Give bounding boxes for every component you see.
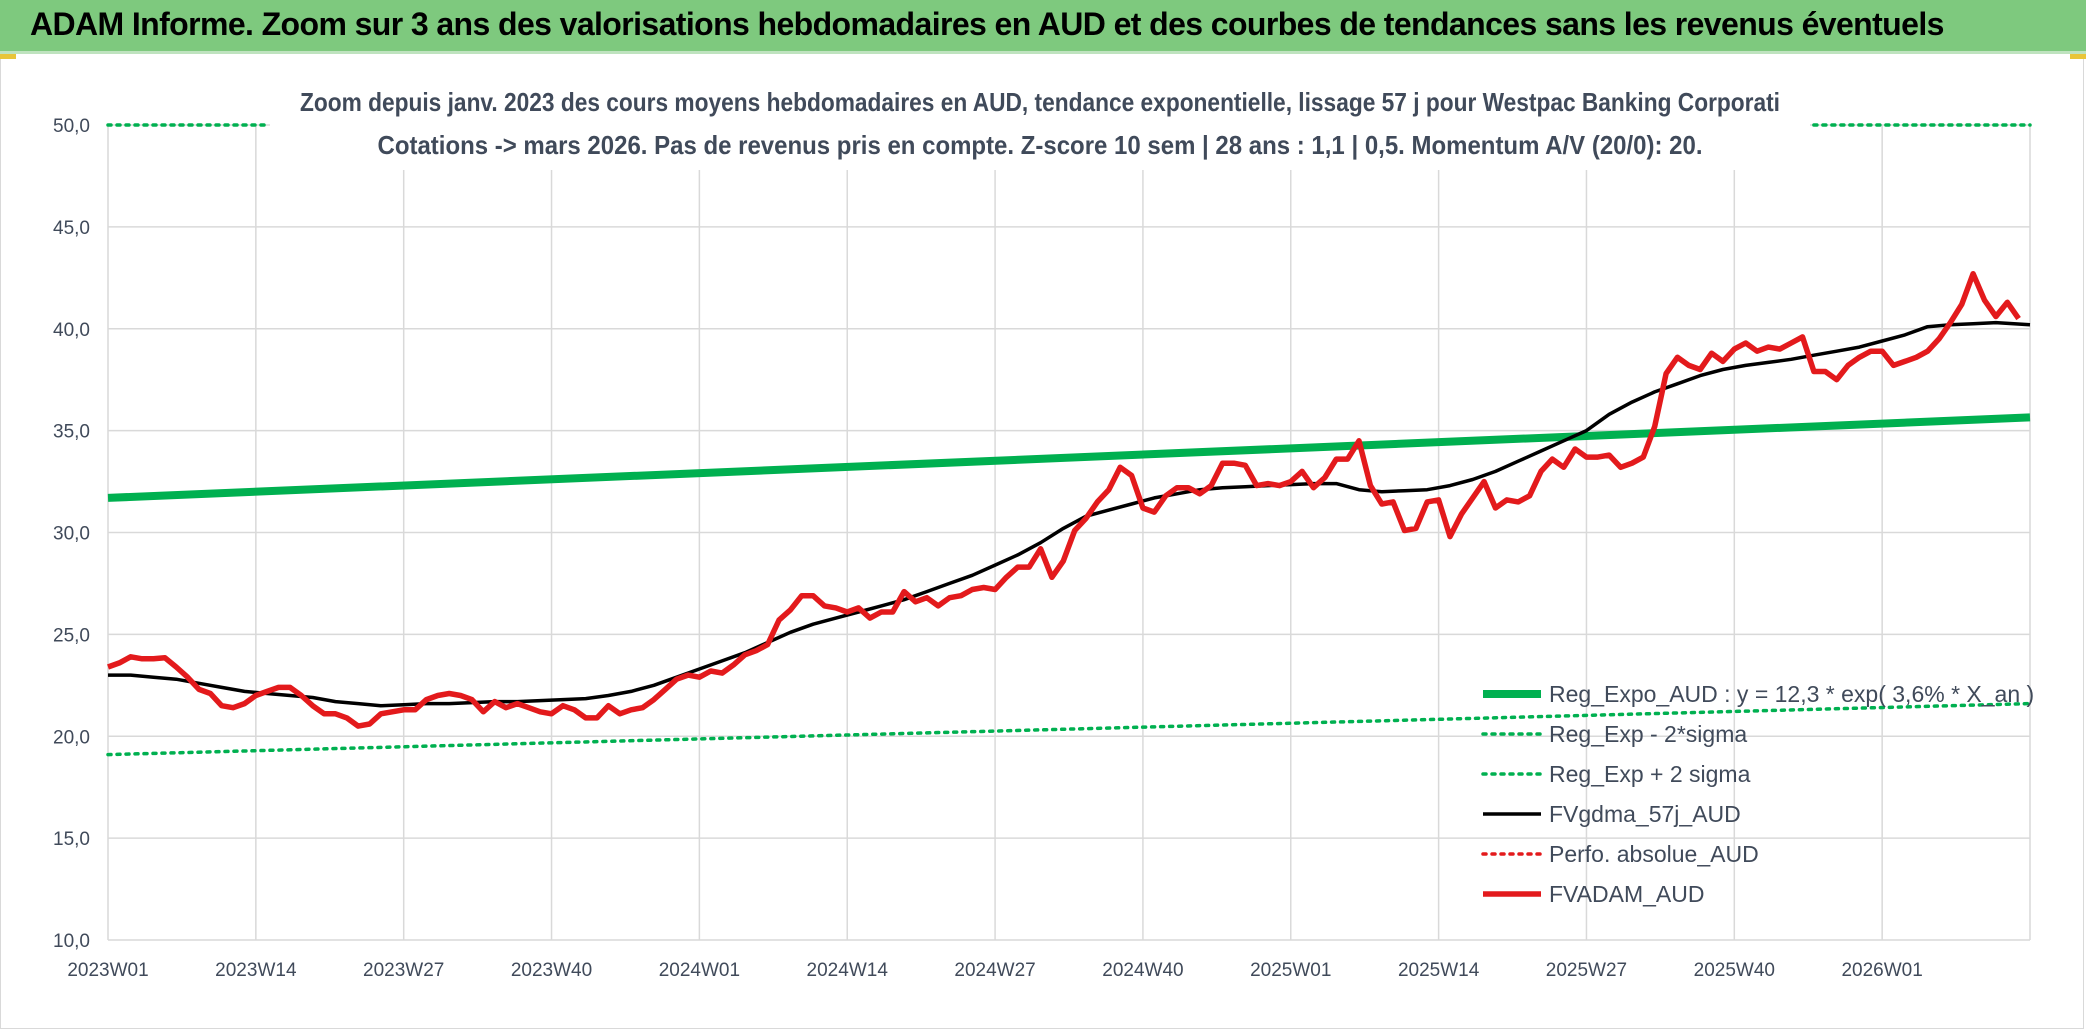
legend: Reg_Expo_AUD : y = 12,3 * exp( 3,6% * X_…	[1481, 681, 2034, 907]
legend-entry: Perfo. absolue_AUD	[1549, 841, 1759, 867]
y-tick-label: 30,0	[53, 524, 90, 545]
x-tick-label: 2023W01	[67, 960, 148, 981]
x-tick-label: 2024W14	[807, 960, 889, 981]
series-line	[108, 320, 2031, 708]
x-tick-label: 2026W01	[1841, 960, 1922, 981]
chart-frame	[0, 54, 2084, 1029]
y-tick-label: 50,0	[53, 116, 90, 137]
y-axis-ticks: 10,0 15,0 20,0 25,0 30,0 35,0 40,0 45,0 50,0	[53, 116, 90, 952]
legend-entry: Reg_Expo_AUD : y = 12,3 * exp( 3,6% * X_…	[1549, 681, 2034, 707]
y-tick-label: 20,0	[53, 727, 90, 748]
title-background	[270, 80, 1810, 170]
series-line	[107, 413, 2031, 502]
x-tick-label: 2025W14	[1398, 960, 1480, 981]
x-axis-ticks: 2023W01 2023W14 2023W27 2023W40 2024W01 2024W…	[67, 960, 1922, 981]
x-tick-label: 2023W40	[511, 960, 592, 981]
y-tick-label: 25,0	[53, 625, 90, 646]
chart-title: Zoom depuis janv. 2023 des cours moyens …	[300, 87, 1780, 117]
x-tick-label: 2025W27	[1546, 960, 1627, 981]
y-tick-label: 35,0	[53, 422, 90, 443]
x-tick-label: 2024W40	[1102, 960, 1183, 981]
legend-entry: Reg_Exp + 2 sigma	[1549, 761, 1751, 787]
banner: ADAM Informe. Zoom sur 3 ans des valoris…	[0, 0, 2086, 54]
series-line	[107, 270, 2021, 729]
legend-entry: FVgdma_57j_AUD	[1549, 801, 1741, 827]
series-group	[106, 123, 2032, 757]
y-tick-label: 10,0	[53, 931, 90, 952]
x-tick-label: 2025W01	[1250, 960, 1331, 981]
legend-entry: Reg_Exp - 2*sigma	[1549, 721, 1747, 747]
x-tick-label: 2023W27	[363, 960, 444, 981]
series-line	[106, 701, 2032, 757]
y-tick-label: 15,0	[53, 829, 90, 850]
chart-subtitle: Cotations -> mars 2026. Pas de revenus p…	[378, 130, 1703, 160]
legend-entry: FVADAM_AUD	[1549, 881, 1705, 907]
x-tick-label: 2023W14	[215, 960, 297, 981]
corner-accent-left	[0, 54, 16, 59]
banner-title: ADAM Informe. Zoom sur 3 ans des valoris…	[30, 6, 1944, 42]
x-tick-label: 2025W40	[1694, 960, 1775, 981]
gridlines	[107, 124, 2031, 941]
y-tick-label: 40,0	[53, 320, 90, 341]
x-tick-label: 2024W27	[954, 960, 1035, 981]
y-tick-label: 45,0	[53, 218, 90, 239]
corner-accent-right	[2070, 54, 2086, 59]
x-tick-label: 2024W01	[659, 960, 740, 981]
